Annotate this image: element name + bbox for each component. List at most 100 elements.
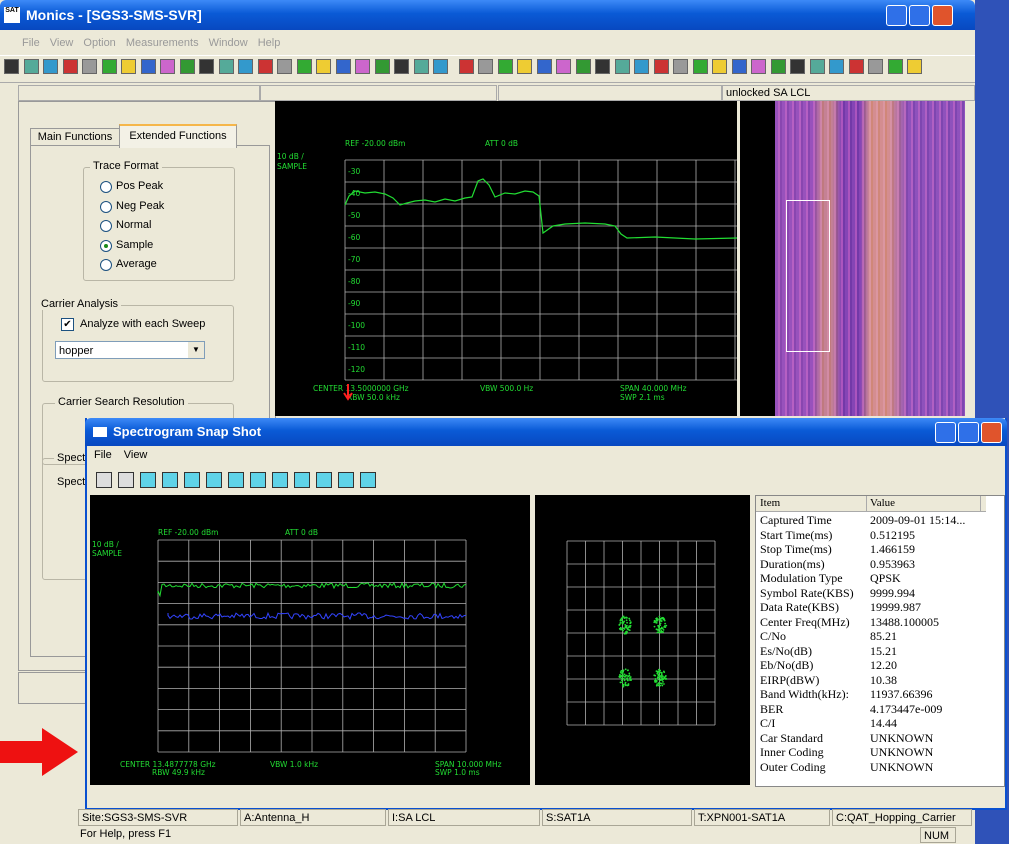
symbol-point [656,683,658,686]
tool-button[interactable] [316,472,332,488]
tool-button[interactable] [575,59,591,74]
tool-button[interactable] [374,59,390,74]
radio-button[interactable] [100,220,112,232]
tool-button[interactable] [23,59,39,74]
tool-button[interactable] [294,472,310,488]
tool-button[interactable] [653,59,669,74]
symbol-point [662,618,665,621]
tool-button[interactable] [887,59,903,74]
tool-button[interactable] [277,59,292,74]
symbol-point [619,681,622,684]
tool-button[interactable] [121,59,136,74]
menu-item[interactable]: Option [83,37,116,49]
tool-button[interactable] [82,59,97,74]
tool-button[interactable] [257,59,273,74]
tool-button[interactable] [160,59,175,74]
tool-button[interactable] [272,472,288,488]
tool-button[interactable] [62,59,78,74]
symbol-point [619,626,622,629]
tool-button[interactable] [96,472,112,488]
minimize-button[interactable] [886,5,907,26]
tool-button[interactable] [556,59,571,74]
tab-selected[interactable]: Extended Functions [119,124,237,148]
close-button[interactable] [981,422,1002,443]
tool-button[interactable] [458,59,474,74]
column-header[interactable]: Value [866,496,981,511]
tool-button[interactable] [478,59,493,74]
tool-button[interactable] [692,59,708,74]
menu-item[interactable]: File [94,449,112,461]
tool-button[interactable] [634,59,649,74]
tool-button[interactable] [199,59,214,74]
tool-button[interactable] [296,59,312,74]
tab[interactable]: Main Functions [30,128,120,146]
dropdown[interactable]: hopper [55,341,205,359]
tool-button[interactable] [179,59,195,74]
tool-button[interactable] [162,472,178,488]
symbol-point [621,670,624,673]
tool-button[interactable] [790,59,805,74]
tool-button[interactable] [868,59,883,74]
menu-item[interactable]: File [22,37,40,49]
tool-button[interactable] [184,472,200,488]
tool-button[interactable] [673,59,688,74]
tool-button[interactable] [829,59,844,74]
tool-button[interactable] [497,59,513,74]
table-cell: UNKNOWN [870,745,934,759]
tool-button[interactable] [394,59,409,74]
tool-button[interactable] [140,472,156,488]
plot-label: ATT 0 dB [485,139,518,148]
tool-button[interactable] [536,59,552,74]
tool-button[interactable] [848,59,864,74]
tool-button[interactable] [218,59,234,74]
menu-item[interactable]: Help [257,37,281,49]
menu-item[interactable]: Measurements [125,37,199,49]
plot-label: CENTER 13.5000000 GHz [313,384,409,393]
symbol-point [622,683,625,686]
minimize-button[interactable] [935,422,956,443]
tool-button[interactable] [101,59,117,74]
table-cell: 9999.994 [870,585,915,600]
tool-button[interactable] [118,472,134,488]
tool-button[interactable] [751,59,766,74]
tool-button[interactable] [228,472,244,488]
menu-item[interactable]: View [123,449,148,461]
menu-item[interactable]: Window [208,37,248,49]
tool-button[interactable] [413,59,429,74]
symbol-point [620,675,622,678]
checkbox[interactable]: ✔ [61,318,74,331]
tool-button[interactable] [770,59,786,74]
tool-button[interactable] [206,472,222,488]
plot-label: ATT 0 dB [285,528,318,537]
tool-button[interactable] [250,472,266,488]
column-header[interactable]: Item [756,496,867,511]
tool-button[interactable] [140,59,156,74]
maximize-button[interactable] [909,5,930,26]
radio-button[interactable] [100,259,112,271]
tool-button[interactable] [338,472,354,488]
tool-button[interactable] [355,59,370,74]
radio-button[interactable] [100,239,112,252]
tool-button[interactable] [614,59,630,74]
tool-button[interactable] [4,59,19,74]
close-button[interactable] [932,5,953,26]
tool-button[interactable] [517,59,532,74]
radio-button[interactable] [100,200,112,213]
tool-button[interactable] [335,59,351,74]
tool-button[interactable] [907,59,922,74]
menu-item[interactable]: View [49,37,74,49]
radio-button[interactable] [100,181,112,193]
tool-button[interactable] [731,59,747,74]
tool-button[interactable] [238,59,253,74]
tool-button[interactable] [712,59,727,74]
tool-button[interactable] [595,59,610,74]
table-cell: Captured Time [760,513,832,527]
tool-button[interactable] [433,59,448,74]
dropdown-arrow[interactable]: ▼ [188,342,204,358]
symbol-point [655,670,658,673]
tool-button[interactable] [43,59,58,74]
tool-button[interactable] [809,59,825,74]
tool-button[interactable] [316,59,331,74]
maximize-button[interactable] [958,422,979,443]
tool-button[interactable] [360,472,376,488]
